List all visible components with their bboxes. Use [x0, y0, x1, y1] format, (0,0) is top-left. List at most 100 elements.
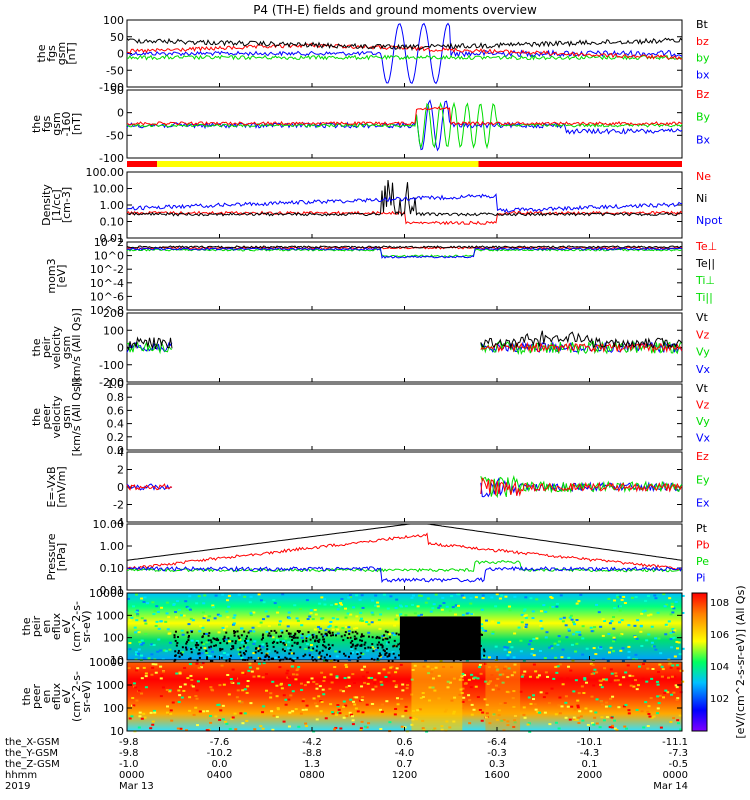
y-tick-label: 1.00	[100, 199, 125, 212]
colorbar-tick: 102	[710, 694, 729, 705]
y-tick-label: 10^-2	[90, 263, 124, 276]
panel-peir-velocity: 200 100 0 -100 -200 thepeirvelocitygsm[km/s (…	[30, 307, 711, 389]
legend-Ne: Ne	[696, 170, 711, 183]
panel-fgs-gsm-160: 50 0 -50 -100 thefgsgsm-160[nT] Bz By Bx	[30, 84, 711, 165]
mode-bar-segment	[157, 161, 479, 167]
x-tick-label: -1.0	[119, 759, 139, 770]
y-axis-label: thepeervelocitygsm[km/s (All Qs)]	[30, 378, 83, 457]
y-tick-label: 0.2	[107, 431, 125, 444]
trace-bt	[126, 37, 683, 52]
legend-Npot: Npot	[696, 214, 723, 227]
legend-Vx: Vx	[696, 363, 711, 376]
x-row-label: the_X-GSM	[5, 737, 59, 748]
y-axis-label: thefgsgsm[nT]	[35, 42, 78, 65]
y-tick-label: 0	[117, 342, 124, 355]
x-tick-label: 0.1	[582, 759, 598, 770]
y-axis-label: thepeirvelocitygsm[km/s (All Qs)]	[30, 308, 83, 387]
panel-peer-spec: 10000 1000 100 10 thepeerenefluxeV(cm^2-s-sr…	[20, 656, 685, 738]
legend-Ti⊥: Ti⊥	[695, 274, 715, 287]
legend-Vz: Vz	[696, 399, 710, 412]
x-row-label: the_Y-GSM	[5, 748, 58, 759]
x-tick-label: 1.3	[304, 759, 320, 770]
x-tick-label: 0800	[299, 770, 324, 781]
x-tick-label: 0.3	[489, 759, 505, 770]
legend-Ey: Ey	[696, 473, 710, 486]
y-tick-label: 0.4	[107, 418, 125, 431]
spectrogram-peer-spec	[127, 662, 682, 731]
y-tick-label: 10.00	[93, 183, 125, 196]
y-tick-label: -4	[113, 516, 124, 529]
mode-bar-segment	[127, 161, 158, 167]
x-tick-label: -8.8	[302, 748, 322, 759]
panel-frame	[126, 241, 683, 311]
trace-bz2	[126, 106, 683, 126]
y-tick-label: 10^2	[94, 236, 124, 249]
x-tick-label: 0.7	[397, 759, 413, 770]
colorbar-tick: 108	[710, 598, 729, 609]
trace-ez	[126, 483, 173, 491]
x-tick-label: 0400	[207, 770, 232, 781]
y-tick-label: 10	[110, 725, 124, 738]
mode-bar	[127, 161, 682, 167]
y-tick-label: 10^-8	[90, 304, 124, 317]
y-tick-label: 50	[110, 31, 124, 44]
y-tick-label: 10^-6	[90, 290, 124, 303]
trace-ey2	[480, 474, 683, 499]
panel-pressure: 10.00 1.00 0.10 0.01 Pressure[nPa] Pt Pb Pe Pi	[45, 518, 710, 597]
colorbar-scale	[691, 592, 708, 732]
y-tick-label: 0	[117, 48, 124, 61]
x-tick-label: -6.4	[487, 737, 507, 748]
y-axis-label: E=-VxB[mV/m]	[45, 466, 68, 507]
y-tick-label: 10	[110, 654, 124, 667]
panel-frame	[126, 383, 683, 451]
y-tick-label: 1000	[96, 679, 124, 692]
legend-by: by	[696, 52, 710, 65]
legend-bz: bz	[696, 35, 709, 48]
legend-Ex: Ex	[696, 497, 710, 510]
y-tick-label: -100	[99, 359, 124, 372]
trace-by	[126, 54, 683, 61]
trace-vt2	[480, 330, 683, 350]
y-axis-label: thefgsgsm-160[nT]	[30, 112, 83, 137]
spectrogram-gap	[399, 616, 481, 660]
panel-peir-spec: 10000 1000 100 10 thepeirenefluxeV(cm^2-s-sr…	[20, 587, 685, 667]
panel-temperature: 10^210^010^-210^-410^-610^-8 mom3[eV] Te⊥ T…	[45, 236, 717, 317]
legend-Pt: Pt	[696, 522, 708, 535]
y-tick-label: 10^-4	[90, 277, 124, 290]
x-tick-label: 0.6	[397, 737, 413, 748]
y-axis-label: mom3[eV]	[45, 258, 68, 293]
trace-ti	[126, 248, 683, 258]
y-tick-label: 0.0	[107, 444, 125, 457]
x-tick-label: -10.2	[207, 748, 233, 759]
y-tick-label: 1.0	[107, 378, 125, 391]
legend-Ez: Ez	[696, 450, 709, 463]
legend-bx: bx	[696, 68, 710, 81]
colorbar: 108 106 104 102 [eV/(cm^2-s-sr-eV)] (All Qs)	[691, 585, 747, 739]
legend-Vz: Vz	[696, 328, 710, 341]
legend-Vt: Vt	[696, 311, 709, 324]
legend-Te⊥: Te⊥	[695, 240, 717, 253]
x-tick-label: -9.8	[119, 748, 139, 759]
y-tick-label: 10^0	[94, 250, 124, 263]
legend-Vx: Vx	[696, 432, 711, 445]
y-tick-label: 0	[117, 107, 124, 120]
trace-pe	[126, 560, 683, 573]
panel-fgs-gsm: 100 50 0 -50 -100 thefgsgsm[nT] Bt bz by bx	[35, 14, 710, 94]
panel-peer-velocity: 1.00.80.60.40.20.0 thepeervelocitygsm[km/…	[30, 378, 711, 457]
y-tick-label: 100.00	[86, 166, 125, 179]
legend-By: By	[696, 111, 711, 124]
y-tick-label: 1000	[96, 609, 124, 622]
legend-Bx: Bx	[696, 133, 711, 146]
x-row-label: hhmm	[5, 770, 37, 781]
colorbar-label: [eV/(cm^2-s-sr-eV)] (All Qs)	[734, 585, 747, 738]
x-tick-label: -4.2	[302, 737, 322, 748]
y-tick-label: -100	[99, 152, 124, 165]
y-tick-label: 0.01	[100, 232, 125, 245]
legend-Te||: Te||	[695, 257, 715, 270]
x-tick-label: Mar 13	[119, 781, 154, 792]
x-tick-label: -0.5	[668, 759, 688, 770]
y-tick-label: 10000	[89, 656, 124, 669]
x-tick-label: -4.0	[395, 748, 415, 759]
y-tick-label: -50	[106, 129, 124, 142]
x-tick-label: 1200	[392, 770, 417, 781]
